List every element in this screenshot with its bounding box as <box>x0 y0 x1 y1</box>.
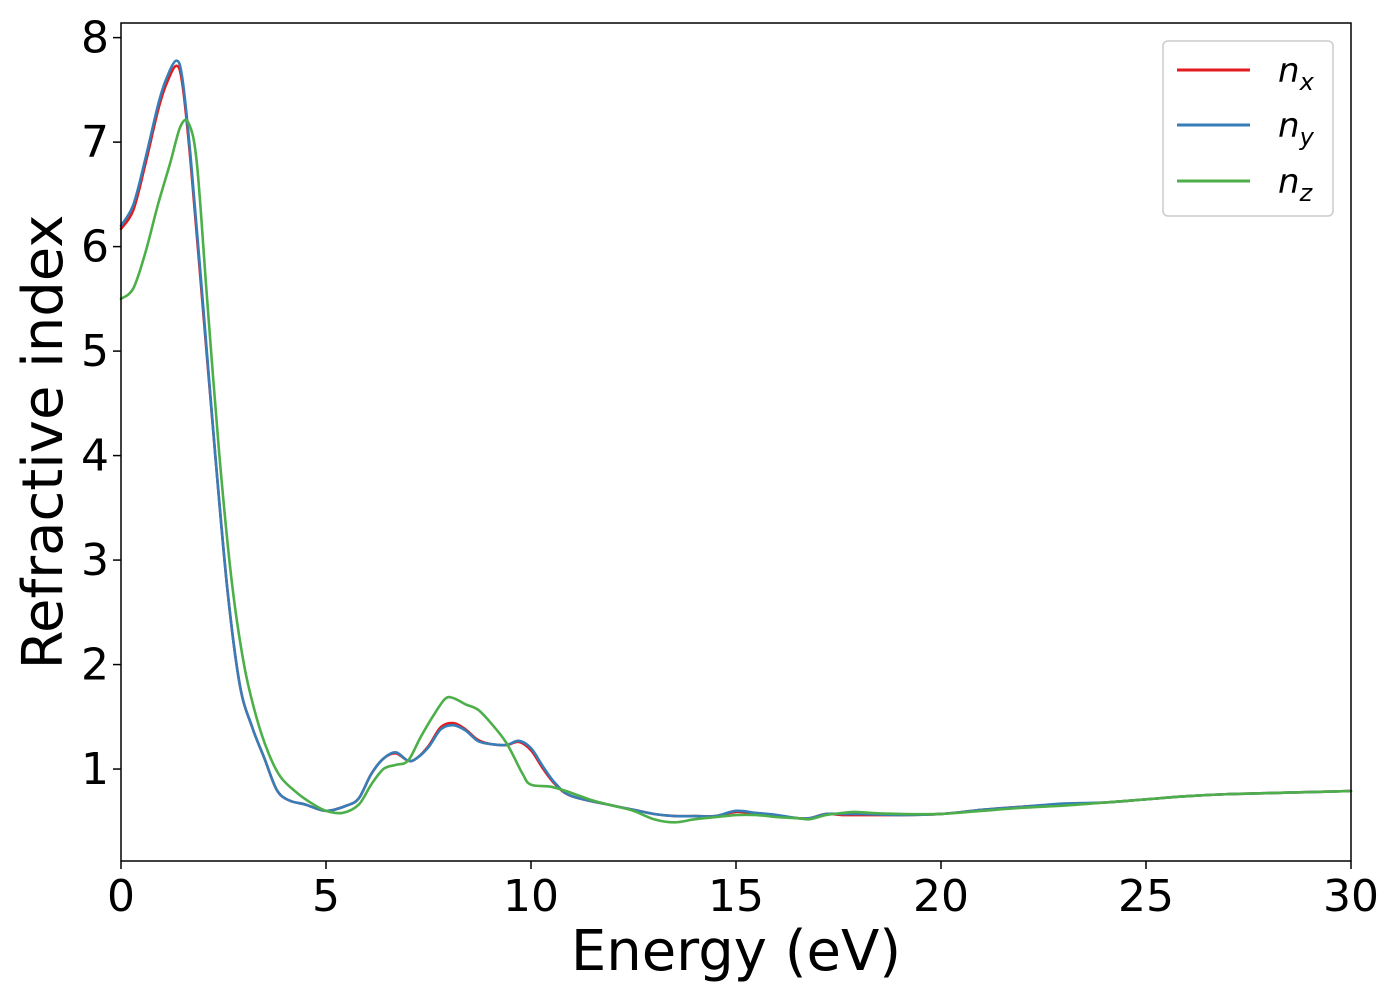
x-axis-ticks: 0 5 10 15 20 25 30 <box>107 861 1379 922</box>
x-tick-label: 0 <box>107 871 135 922</box>
series-layer <box>119 59 1353 824</box>
y-tick-label: 7 <box>81 117 109 168</box>
legend: nx ny nz <box>1162 40 1334 217</box>
y-axis-ticks: 1 2 3 4 5 6 7 8 <box>81 13 121 795</box>
legend-box <box>1162 40 1334 217</box>
x-tick-label: 15 <box>708 871 764 922</box>
x-tick-label: 20 <box>913 871 969 922</box>
y-tick-label: 4 <box>81 431 109 482</box>
y-tick-label: 8 <box>81 13 109 64</box>
legend-label-z: nz <box>1278 162 1314 207</box>
y-tick-label: 2 <box>81 640 109 691</box>
y-tick-label: 5 <box>81 326 109 377</box>
y-tick-label: 3 <box>81 535 109 586</box>
x-tick-label: 10 <box>503 871 559 922</box>
x-tick-label: 30 <box>1323 871 1379 922</box>
x-tick-label: 25 <box>1118 871 1174 922</box>
legend-label-y: ny <box>1278 106 1315 151</box>
x-tick-label: 5 <box>312 871 340 922</box>
y-axis-label: Refractive index <box>11 215 76 670</box>
y-tick-label: 1 <box>81 744 109 795</box>
x-axis-label: Energy (eV) <box>571 919 901 984</box>
legend-label-x: nx <box>1278 51 1315 96</box>
series-line-z <box>119 118 1353 824</box>
y-tick-label: 6 <box>81 222 109 273</box>
